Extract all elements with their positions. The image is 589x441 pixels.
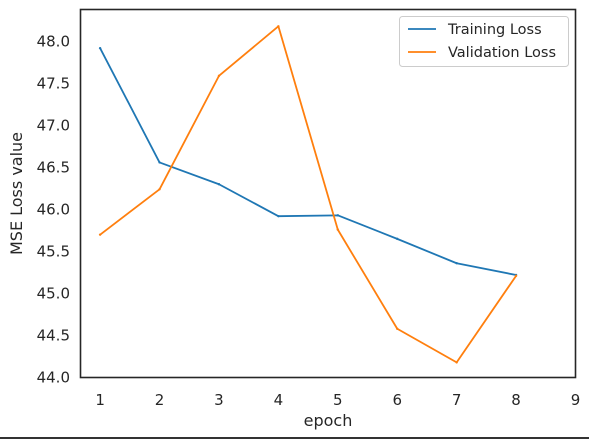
validation-loss-point <box>336 228 340 231</box>
validation-loss-line <box>99 25 517 364</box>
validation-loss-point <box>455 361 458 364</box>
validation-loss-point <box>396 327 399 330</box>
legend-box <box>399 16 569 67</box>
training-loss-point <box>158 161 161 164</box>
plot-frame <box>79 8 577 379</box>
y-tick-label: 44.0 <box>37 369 70 387</box>
y-axis-label: MSE Loss value <box>7 132 26 255</box>
y-tick-label: 47.0 <box>37 116 70 134</box>
y-tick-label: 45.0 <box>37 284 70 302</box>
validation-loss-point <box>514 274 518 278</box>
training-loss-point <box>217 183 221 186</box>
training-loss-line <box>99 47 517 276</box>
y-tick-label: 46.0 <box>37 200 70 218</box>
x-tick-label: 7 <box>452 391 462 409</box>
legend-label-validation-loss: Validation Loss <box>448 45 556 61</box>
x-tick-label: 3 <box>214 391 224 409</box>
y-tick-label: 48.0 <box>37 32 70 50</box>
validation-loss-point <box>98 233 102 236</box>
x-axis-ticks: 1 2 3 4 5 6 7 8 9 <box>95 391 580 409</box>
x-tick-label: 8 <box>511 391 521 409</box>
y-tick-label: 44.5 <box>37 326 70 344</box>
x-axis-label: epoch <box>304 411 353 430</box>
x-tick-label: 9 <box>571 391 581 409</box>
training-loss-point <box>396 237 399 241</box>
training-loss-point <box>277 214 280 218</box>
y-tick-label: 46.5 <box>37 158 70 176</box>
x-tick-label: 5 <box>333 391 343 409</box>
training-loss-point <box>98 46 102 50</box>
validation-loss-point <box>277 25 280 28</box>
legend-label-training-loss: Training Loss <box>447 22 542 38</box>
y-tick-label: 47.5 <box>37 74 70 92</box>
training-loss-point <box>336 214 340 217</box>
legend: Training Loss Validation Loss <box>399 16 569 67</box>
training-loss-point <box>455 262 458 265</box>
x-tick-label: 6 <box>392 391 402 409</box>
bottom-rule <box>0 437 589 439</box>
y-axis-ticks: 44.0 44.5 45.0 45.5 46.0 46.5 47.0 47.5 48.0 <box>37 32 70 386</box>
series-training-loss <box>98 46 518 277</box>
x-tick-label: 1 <box>95 391 105 409</box>
series-layer <box>98 25 518 364</box>
validation-loss-point <box>217 74 221 78</box>
series-validation-loss <box>98 25 518 364</box>
validation-loss-point <box>158 188 161 191</box>
y-tick-label: 45.5 <box>37 242 70 260</box>
x-tick-label: 4 <box>274 391 284 409</box>
x-tick-label: 2 <box>155 391 165 409</box>
